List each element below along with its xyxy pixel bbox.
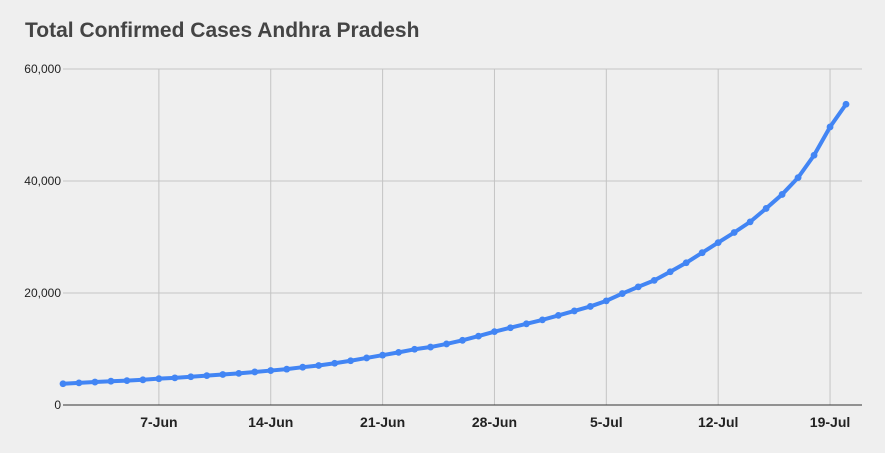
data-point <box>363 354 371 362</box>
data-point <box>523 320 530 328</box>
data-point <box>395 348 402 356</box>
data-point <box>187 373 195 381</box>
data-point <box>331 359 339 367</box>
data-point <box>91 378 99 386</box>
data-point <box>139 376 147 384</box>
data-point <box>666 268 674 276</box>
data-point <box>347 357 355 365</box>
chart-title: Total Confirmed Cases Andhra Pradesh <box>25 19 420 42</box>
data-point <box>491 328 498 336</box>
data-point <box>299 363 307 371</box>
data-point <box>794 174 802 182</box>
data-point <box>251 368 259 376</box>
y-tick-label: 20,000 <box>24 286 61 300</box>
data-point <box>427 343 434 351</box>
data-point <box>219 371 227 378</box>
data-point <box>554 312 562 319</box>
series-cases <box>59 100 850 388</box>
data-point <box>107 377 115 385</box>
data-point <box>379 351 386 359</box>
data-point <box>59 380 67 388</box>
data-point <box>411 345 418 353</box>
data-point <box>459 336 466 344</box>
x-tick-label: 5-Jul <box>590 414 623 430</box>
x-tick-label: 7-Jun <box>140 414 177 430</box>
x-tick-label: 12-Jul <box>698 414 738 430</box>
data-point <box>634 283 642 291</box>
data-point <box>682 259 690 267</box>
data-point <box>203 372 211 379</box>
y-axis-ticks: 0 20,000 40,000 60,000 <box>24 62 61 412</box>
data-point <box>826 123 834 131</box>
data-point <box>443 340 450 348</box>
data-point <box>730 229 738 236</box>
data-point <box>539 316 546 324</box>
data-point <box>315 362 323 369</box>
data-point <box>746 218 754 226</box>
data-point <box>123 377 131 385</box>
data-point <box>602 297 610 305</box>
data-point <box>842 100 850 108</box>
data-point <box>171 374 179 382</box>
data-point <box>586 303 594 310</box>
x-tick-label: 14-Jun <box>248 414 293 430</box>
series-line <box>61 102 849 386</box>
data-point <box>650 277 658 284</box>
x-tick-label: 21-Jun <box>360 414 405 430</box>
data-point <box>698 249 706 257</box>
data-point <box>778 191 786 198</box>
y-tick-label: 60,000 <box>24 62 61 76</box>
data-point <box>475 332 482 340</box>
data-point <box>507 324 514 332</box>
y-tick-label: 0 <box>54 398 61 412</box>
data-point <box>570 307 578 315</box>
x-axis-ticks: 7-Jun 14-Jun 21-Jun 28-Jun 5-Jul 12-Jul 19-Jul <box>140 414 850 430</box>
data-point <box>762 205 770 212</box>
x-tick-label: 19-Jul <box>810 414 850 430</box>
gridlines <box>63 68 862 405</box>
data-point <box>267 367 275 374</box>
data-point <box>75 379 83 387</box>
data-point <box>283 365 291 373</box>
data-point <box>155 375 163 383</box>
data-point <box>618 290 626 297</box>
data-point <box>714 239 722 247</box>
y-tick-label: 40,000 <box>24 174 61 188</box>
data-point <box>235 369 243 377</box>
x-tick-label: 28-Jun <box>472 414 517 430</box>
data-point <box>810 151 818 159</box>
